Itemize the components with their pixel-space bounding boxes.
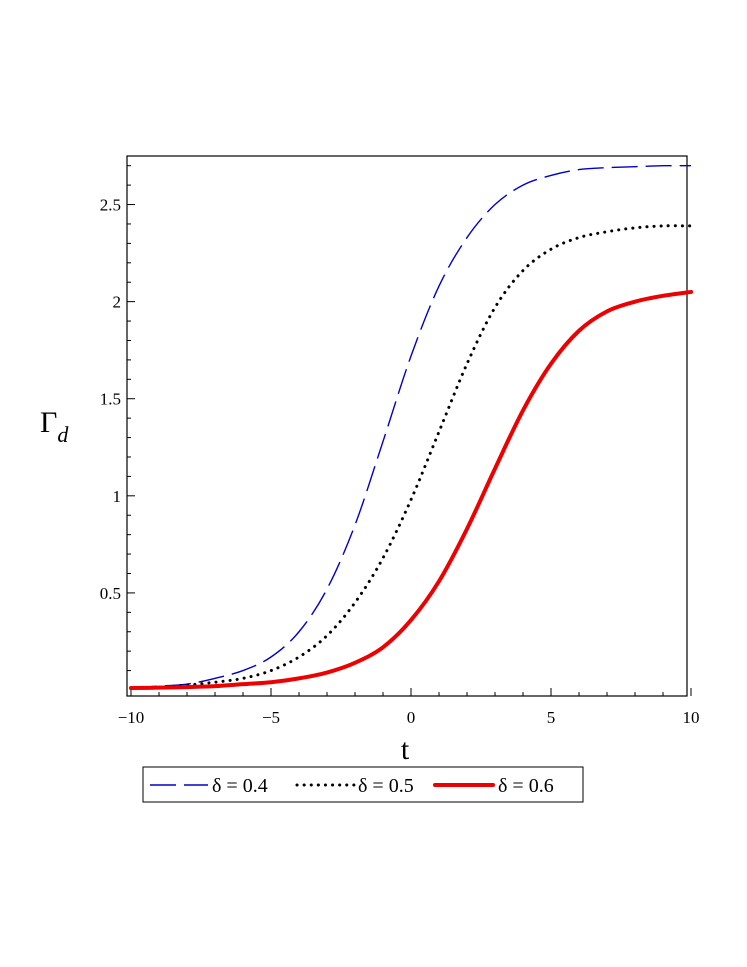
axis-ticks: [127, 165, 692, 696]
x-axis-title: t: [401, 733, 410, 766]
x-tick-label: 10: [683, 708, 700, 727]
y-axis-title-sub: d: [57, 422, 69, 447]
legend-label-3: δ = 0.6: [498, 775, 554, 797]
series-group: [129, 164, 693, 691]
y-tick-label: 2: [113, 293, 122, 312]
legend-label-1: δ = 0.4: [212, 775, 268, 797]
axis-tick-labels: −10 −5 0 5 10 0.5 1 1.5 2 2.5: [100, 196, 700, 727]
y-tick-label: 2.5: [100, 196, 121, 215]
y-tick-label: 1.5: [100, 390, 121, 409]
legend-label-2: δ = 0.5: [358, 775, 414, 797]
y-axis-title-main: Γ: [40, 406, 57, 439]
y-axis-title: Γd: [40, 406, 69, 447]
legend: δ = 0.4 δ = 0.5 δ = 0.6: [142, 766, 584, 803]
y-tick-label: 1: [113, 487, 122, 506]
plot-frame: [126, 155, 688, 697]
x-tick-label: 0: [407, 708, 416, 727]
x-tick-label: −10: [118, 708, 145, 727]
x-tick-label: −5: [262, 708, 280, 727]
y-tick-label: 0.5: [100, 584, 121, 603]
series-line-1: [130, 164, 692, 689]
series-line-2: [129, 224, 693, 690]
series-line-3: [129, 289, 693, 691]
legend-box: [142, 766, 584, 803]
x-tick-label: 5: [547, 708, 556, 727]
